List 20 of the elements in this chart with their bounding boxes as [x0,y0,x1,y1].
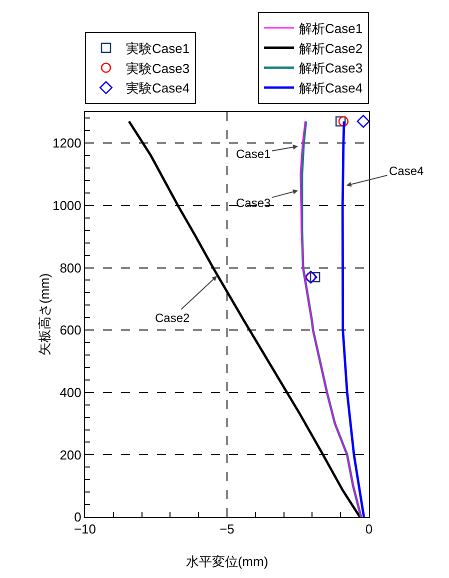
legend-label: 解析Case4 [299,80,363,96]
legend-label: 解析Case2 [299,40,363,56]
y-tick-label: 400 [60,384,82,400]
annotation: Case2 [155,311,190,325]
annotation: Case1 [236,147,272,161]
y-axis-title: 矢板高さ(mm) [37,273,52,356]
legend-label: 実験Case4 [126,80,190,96]
y-tick-label: 1000 [52,198,82,214]
y-tick-label: 600 [60,322,82,338]
annotation: Case4 [389,164,424,178]
y-tick-label: 1200 [52,136,82,151]
legend-label: 解析Case1 [299,20,363,36]
y-tick-label: 800 [60,260,82,276]
x-axis-title: 水平変位(mm) [186,554,268,569]
legend-label: 実験Case3 [126,60,190,76]
legend-label: 実験Case1 [126,40,190,56]
x-tick-label: 0 [365,522,373,537]
y-tick-label: 200 [60,447,82,462]
x-tick-label: −5 [220,522,234,537]
legend-label: 解析Case3 [299,60,363,76]
